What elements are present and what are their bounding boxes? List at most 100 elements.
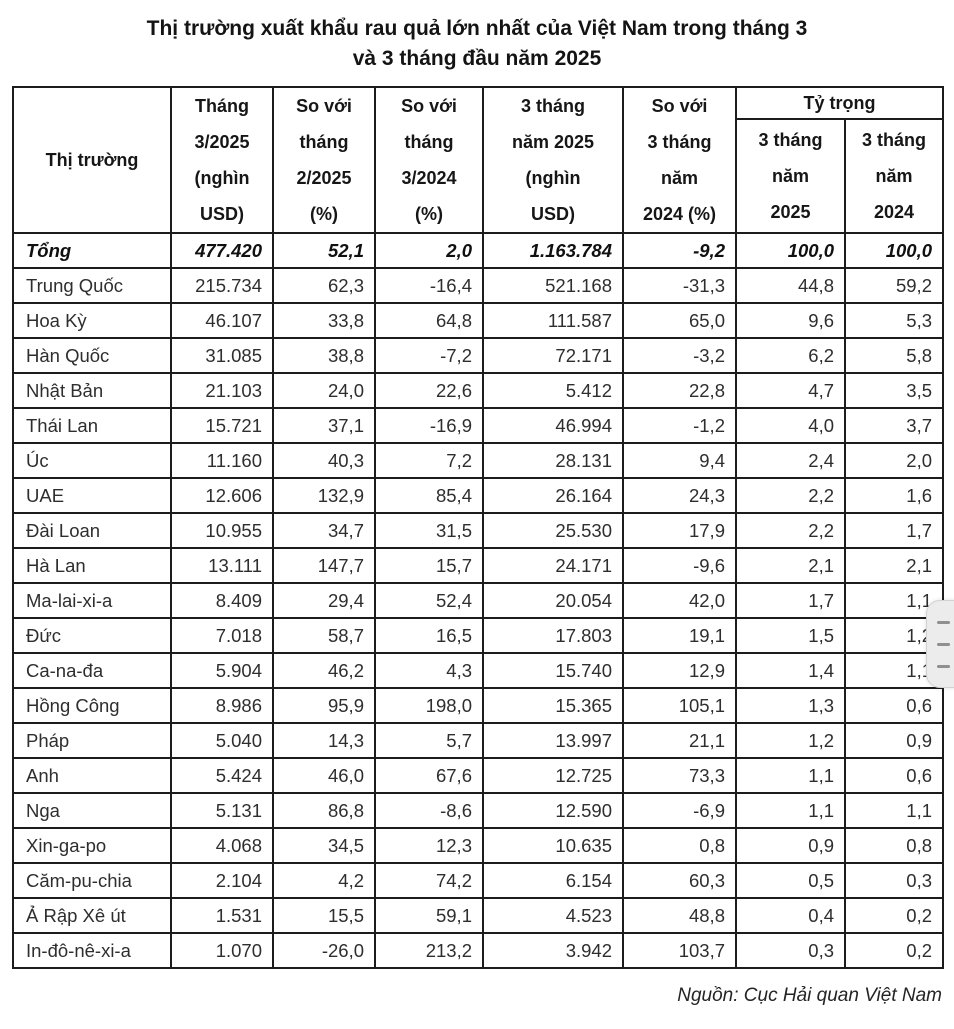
share-2025-cell: 4,7 bbox=[735, 372, 846, 409]
month-value-cell: 4.068 bbox=[170, 827, 274, 864]
vs-q1-2024-cell: -31,3 bbox=[622, 267, 737, 304]
q1-value-cell: 5.412 bbox=[482, 372, 624, 409]
table-row: Đài Loan 10.955 34,7 31,5 25.530 17,9 2,2 1,7 bbox=[12, 512, 944, 549]
q1-value-cell: 28.131 bbox=[482, 442, 624, 479]
share-2025-cell: 2,2 bbox=[735, 512, 846, 549]
export-markets-table: Thị trường Tháng 3/2025 (nghìn USD) So v… bbox=[12, 85, 944, 969]
market-cell: Úc bbox=[12, 442, 172, 479]
share-2024-cell: 3,5 bbox=[844, 372, 944, 409]
vs-same-month-2024-cell: 64,8 bbox=[374, 302, 484, 339]
drag-handle-line-icon bbox=[937, 664, 950, 668]
market-cell: Hồng Công bbox=[12, 687, 172, 724]
table-row: Trung Quốc 215.734 62,3 -16,4 521.168 -31,3 44… bbox=[12, 267, 944, 304]
vs-q1-2024-cell: 12,9 bbox=[622, 652, 737, 689]
vs-q1-2024-cell: 21,1 bbox=[622, 722, 737, 759]
share-2024-cell: 1,7 bbox=[844, 512, 944, 549]
header-vs-prev-month: So với tháng 2/2025 (%) bbox=[272, 86, 376, 234]
month-value-cell: 1.531 bbox=[170, 897, 274, 934]
vs-prev-month-cell: 52,1 bbox=[272, 232, 376, 269]
header-share-group: Tỷ trọng bbox=[735, 85, 944, 121]
vs-same-month-2024-cell: 67,6 bbox=[374, 757, 484, 794]
vs-prev-month-cell: 95,9 bbox=[272, 687, 376, 724]
month-value-cell: 31.085 bbox=[170, 337, 274, 374]
share-2025-cell: 2,1 bbox=[735, 547, 846, 584]
vs-same-month-2024-cell: -16,9 bbox=[374, 407, 484, 444]
share-2024-cell: 5,3 bbox=[844, 302, 944, 339]
q1-value-cell: 521.168 bbox=[482, 267, 624, 304]
vs-q1-2024-cell: -1,2 bbox=[622, 407, 737, 444]
vs-same-month-2024-cell: 74,2 bbox=[374, 862, 484, 899]
market-cell: Hoa Kỳ bbox=[12, 302, 172, 339]
market-cell: Căm-pu-chia bbox=[12, 862, 172, 899]
vs-same-month-2024-cell: -16,4 bbox=[374, 267, 484, 304]
share-2025-cell: 0,9 bbox=[735, 827, 846, 864]
vs-prev-month-cell: 4,2 bbox=[272, 862, 376, 899]
share-2024-cell: 59,2 bbox=[844, 267, 944, 304]
month-value-cell: 477.420 bbox=[170, 232, 274, 269]
table-row: Anh 5.424 46,0 67,6 12.725 73,3 1,1 0,6 bbox=[12, 757, 944, 794]
table-row: Nga 5.131 86,8 -8,6 12.590 -6,9 1,1 1,1 bbox=[12, 792, 944, 829]
q1-value-cell: 13.997 bbox=[482, 722, 624, 759]
vs-prev-month-cell: 33,8 bbox=[272, 302, 376, 339]
market-cell: Hà Lan bbox=[12, 547, 172, 584]
market-cell: Nga bbox=[12, 792, 172, 829]
table-row: Ca-na-đa 5.904 46,2 4,3 15.740 12,9 1,4 1,1 bbox=[12, 652, 944, 689]
vs-same-month-2024-cell: 15,7 bbox=[374, 547, 484, 584]
month-value-cell: 2.104 bbox=[170, 862, 274, 899]
q1-value-cell: 15.365 bbox=[482, 687, 624, 724]
q1-value-cell: 111.587 bbox=[482, 302, 624, 339]
vs-same-month-2024-cell: 12,3 bbox=[374, 827, 484, 864]
q1-value-cell: 15.740 bbox=[482, 652, 624, 689]
vs-prev-month-cell: 58,7 bbox=[272, 617, 376, 654]
share-2025-cell: 1,2 bbox=[735, 722, 846, 759]
q1-value-cell: 26.164 bbox=[482, 477, 624, 514]
share-2024-cell: 0,3 bbox=[844, 862, 944, 899]
vs-same-month-2024-cell: 16,5 bbox=[374, 617, 484, 654]
vs-prev-month-cell: 46,0 bbox=[272, 757, 376, 794]
q1-value-cell: 24.171 bbox=[482, 547, 624, 584]
share-2024-cell: 5,8 bbox=[844, 337, 944, 374]
month-value-cell: 46.107 bbox=[170, 302, 274, 339]
table-row: Hà Lan 13.111 147,7 15,7 24.171 -9,6 2,1 2,1 bbox=[12, 547, 944, 584]
market-cell: UAE bbox=[12, 477, 172, 514]
share-2025-cell: 1,7 bbox=[735, 582, 846, 619]
vs-prev-month-cell: 15,5 bbox=[272, 897, 376, 934]
month-value-cell: 12.606 bbox=[170, 477, 274, 514]
table-row: Ả Rập Xê út 1.531 15,5 59,1 4.523 48,8 0,4 0,2 bbox=[12, 897, 944, 934]
month-value-cell: 1.070 bbox=[170, 932, 274, 969]
q1-value-cell: 25.530 bbox=[482, 512, 624, 549]
vs-prev-month-cell: 62,3 bbox=[272, 267, 376, 304]
month-value-cell: 5.131 bbox=[170, 792, 274, 829]
vs-same-month-2024-cell: 7,2 bbox=[374, 442, 484, 479]
q1-value-cell: 17.803 bbox=[482, 617, 624, 654]
month-value-cell: 8.409 bbox=[170, 582, 274, 619]
month-value-cell: 21.103 bbox=[170, 372, 274, 409]
vs-prev-month-cell: 132,9 bbox=[272, 477, 376, 514]
market-cell: Đức bbox=[12, 617, 172, 654]
share-2025-cell: 0,4 bbox=[735, 897, 846, 934]
table-row: Hàn Quốc 31.085 38,8 -7,2 72.171 -3,2 6,2 5,8 bbox=[12, 337, 944, 374]
vs-same-month-2024-cell: 85,4 bbox=[374, 477, 484, 514]
table-row: Thái Lan 15.721 37,1 -16,9 46.994 -1,2 4,0 3,7 bbox=[12, 407, 944, 444]
floating-scroll-handle[interactable] bbox=[926, 600, 954, 688]
vs-q1-2024-cell: 60,3 bbox=[622, 862, 737, 899]
header-vs-same-month-2024: So với tháng 3/2024 (%) bbox=[374, 86, 484, 234]
table-row: Đức 7.018 58,7 16,5 17.803 19,1 1,5 1,2 bbox=[12, 617, 944, 654]
share-2024-cell: 0,8 bbox=[844, 827, 944, 864]
table-row: Xin-ga-po 4.068 34,5 12,3 10.635 0,8 0,9 0,8 bbox=[12, 827, 944, 864]
vs-same-month-2024-cell: 59,1 bbox=[374, 897, 484, 934]
table-row: In-đô-nê-xi-a 1.070 -26,0 213,2 3.942 103,7 0,… bbox=[12, 932, 944, 969]
month-value-cell: 13.111 bbox=[170, 547, 274, 584]
share-2025-cell: 0,3 bbox=[735, 932, 846, 969]
share-2025-cell: 1,4 bbox=[735, 652, 846, 689]
share-2024-cell: 0,2 bbox=[844, 932, 944, 969]
source-note: Nguồn: Cục Hải quan Việt Nam bbox=[677, 985, 942, 1006]
share-2025-cell: 1,5 bbox=[735, 617, 846, 654]
vs-q1-2024-cell: 19,1 bbox=[622, 617, 737, 654]
table-row: Hồng Công 8.986 95,9 198,0 15.365 105,1 1,3 0,6 bbox=[12, 687, 944, 724]
page-title-line1: Thị trường xuất khẩu rau quả lớn nhất củ… bbox=[146, 17, 808, 40]
vs-same-month-2024-cell: 198,0 bbox=[374, 687, 484, 724]
q1-value-cell: 20.054 bbox=[482, 582, 624, 619]
month-value-cell: 5.424 bbox=[170, 757, 274, 794]
